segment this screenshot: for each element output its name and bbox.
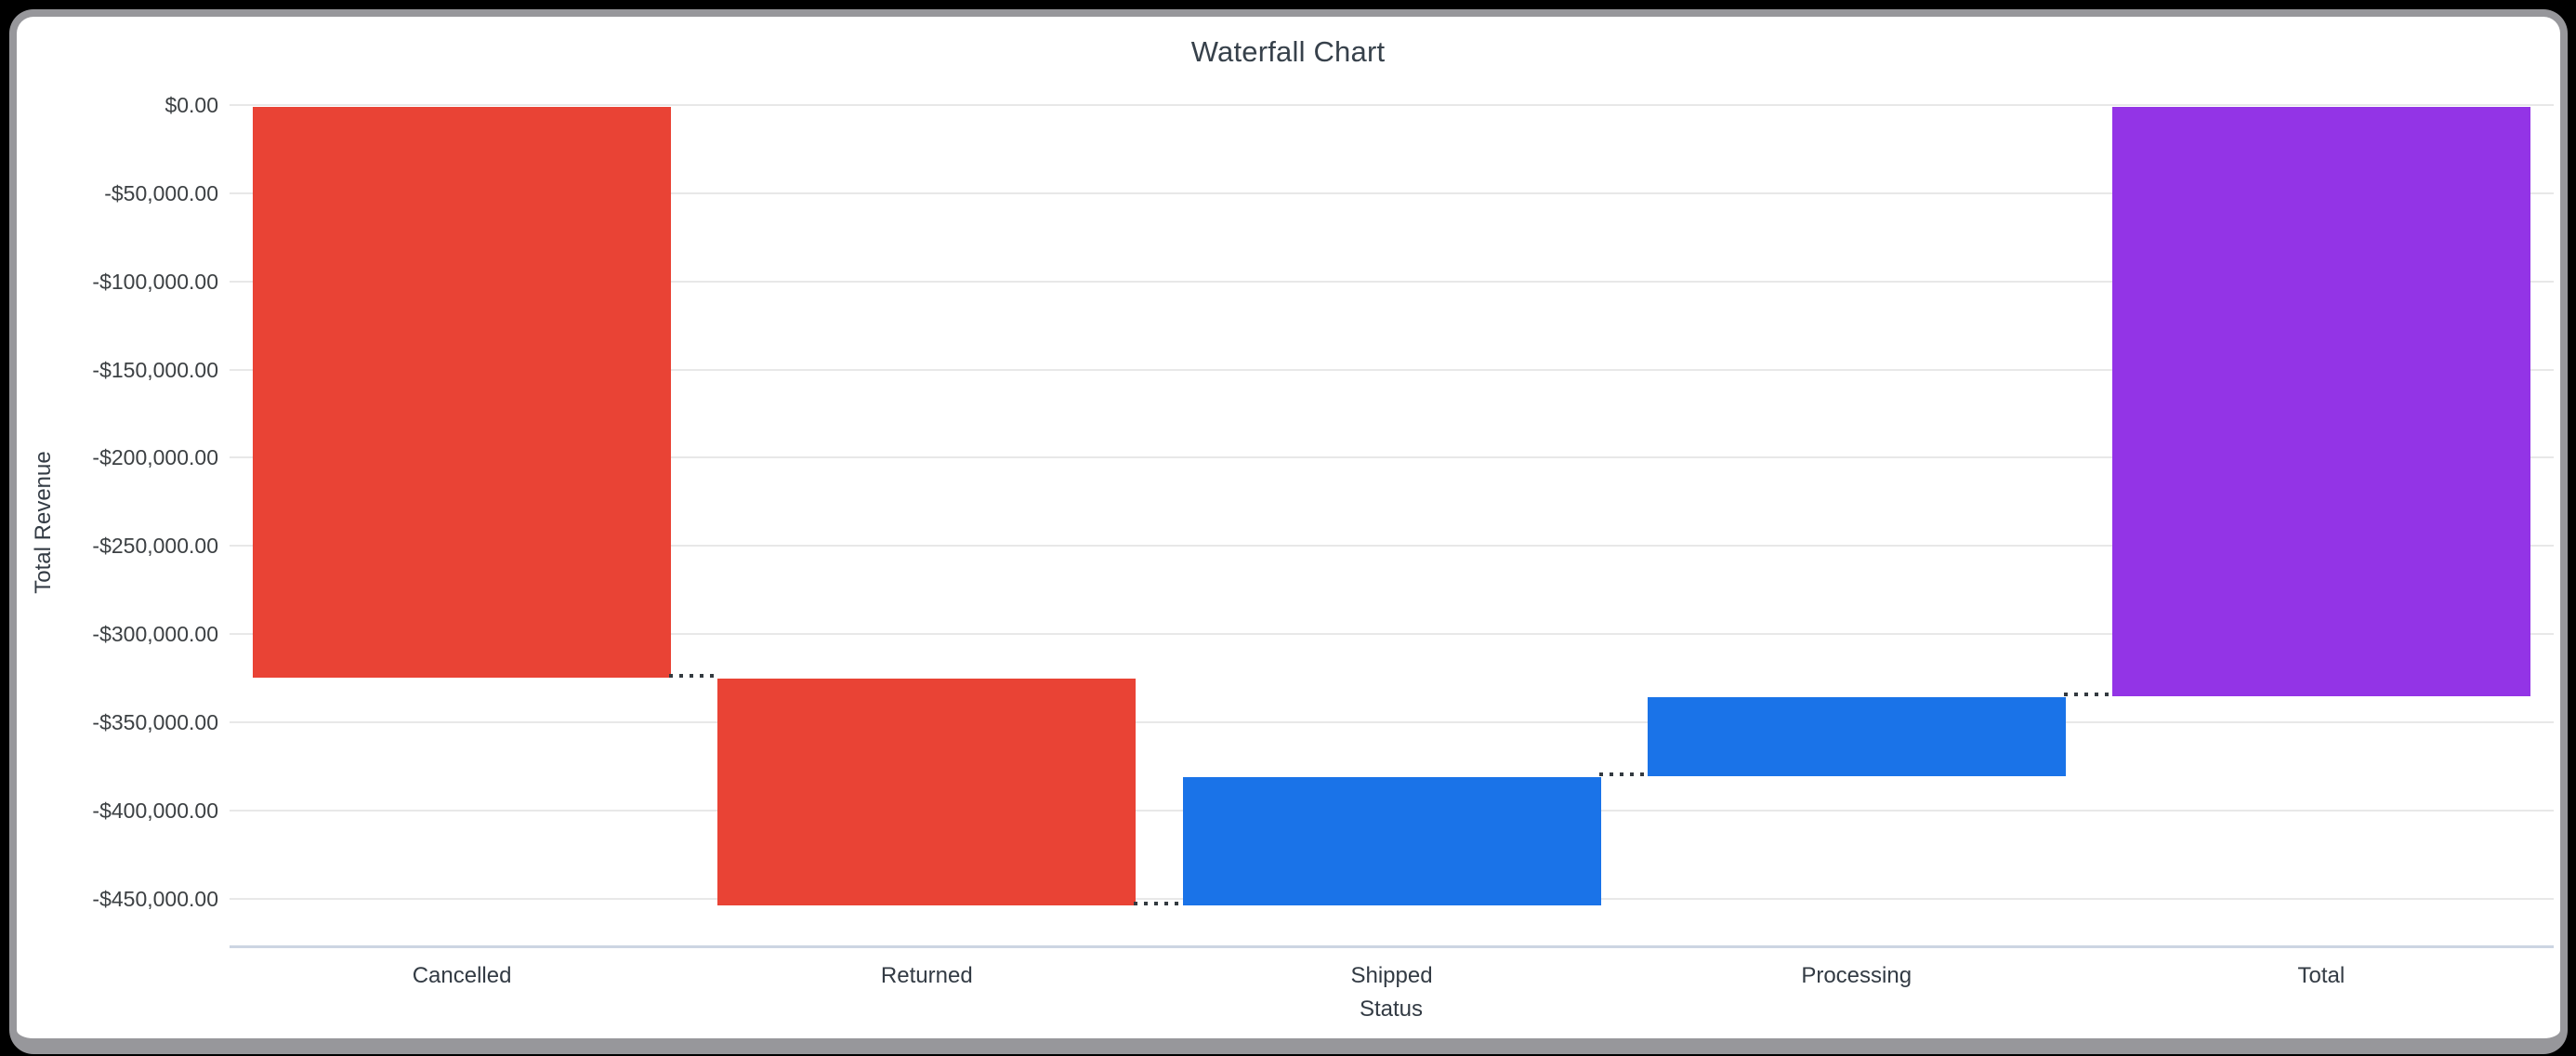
x-tick-label: Shipped [1350,963,1433,988]
y-tick-label: -$350,000.00 [92,709,218,734]
x-tick-label: Returned [880,963,973,988]
gridline [230,633,2554,636]
x-tick-label: Processing [1801,963,1912,988]
y-tick-label: $0.00 [164,93,218,117]
gridline [230,456,2554,459]
y-tick-label: -$100,000.00 [92,269,218,294]
y-tick-label: -$300,000.00 [92,622,218,647]
bar-returned[interactable] [717,678,1137,905]
bar-cancelled[interactable] [253,107,672,678]
bar-shipped[interactable] [1182,776,1601,905]
chart-title: Waterfall Chart [1190,35,1386,68]
bar-processing[interactable] [1647,696,2066,776]
y-tick-label: -$400,000.00 [92,798,218,823]
y-tick-label: -$250,000.00 [92,534,218,559]
y-tick-label: -$450,000.00 [92,886,218,911]
connector-line [669,673,720,678]
x-tick-label: Total [2297,963,2346,988]
connector-line [1598,772,1649,776]
bar-total[interactable] [2111,107,2530,696]
gridline [230,191,2554,194]
x-axis-line [230,945,2554,948]
y-tick-label: -$200,000.00 [92,445,218,470]
gridline [230,720,2554,723]
gridline [230,280,2554,283]
gridline [230,368,2554,371]
y-axis-title: Total Revenue [31,451,56,594]
x-axis-title: Status [1359,997,1424,1022]
gridline [230,545,2554,548]
connector-line [1134,901,1185,905]
y-tick-label: -$150,000.00 [92,357,218,382]
y-tick-label: -$50,000.00 [104,180,218,205]
connector-line [2063,692,2114,696]
gridline [230,104,2554,106]
x-tick-label: Cancelled [412,963,512,988]
